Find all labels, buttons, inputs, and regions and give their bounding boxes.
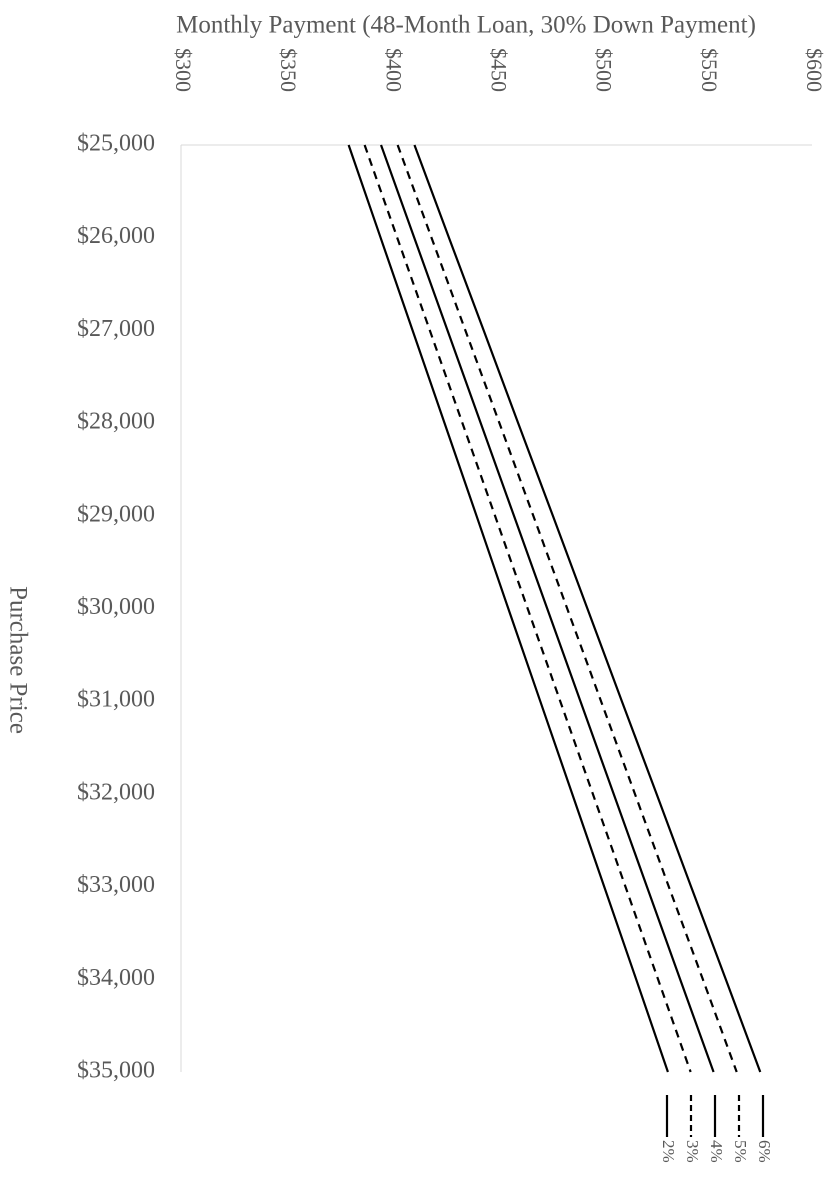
value-tick-label: $600: [802, 48, 827, 92]
axis-title: Purchase Price: [4, 586, 31, 734]
value-tick-label: $550: [697, 48, 722, 92]
value-tick-label: $350: [276, 48, 301, 92]
value-tick-label: $450: [486, 48, 511, 92]
series-line: [347, 144, 669, 1073]
value-tick-label: $500: [592, 48, 617, 92]
series-line: [363, 144, 692, 1073]
legend-label: 5%: [731, 1140, 750, 1163]
price-tick-label: $30,000: [77, 594, 155, 620]
price-tick-label: $31,000: [77, 687, 155, 713]
legend-label: 4%: [707, 1140, 726, 1163]
chart-title: Monthly Payment (48-Month Loan, 30% Down…: [176, 12, 756, 39]
legend-label: 6%: [755, 1140, 774, 1163]
price-tick-label: $27,000: [77, 316, 155, 342]
price-tick-label: $25,000: [77, 131, 155, 157]
legend-label: 2%: [659, 1140, 678, 1163]
series-line: [396, 144, 738, 1073]
price-tick-label: $32,000: [77, 779, 155, 805]
legend-label: 3%: [683, 1140, 702, 1163]
price-tick-label: $29,000: [77, 501, 155, 527]
series-line: [413, 144, 762, 1073]
price-tick-label: $35,000: [77, 1058, 155, 1084]
value-tick-label: $400: [381, 48, 406, 92]
price-tick-label: $28,000: [77, 409, 155, 435]
price-tick-label: $26,000: [77, 223, 155, 249]
price-tick-label: $34,000: [77, 965, 155, 991]
value-tick-label: $300: [171, 48, 196, 92]
price-tick-label: $33,000: [77, 872, 155, 898]
series-line: [379, 144, 715, 1073]
